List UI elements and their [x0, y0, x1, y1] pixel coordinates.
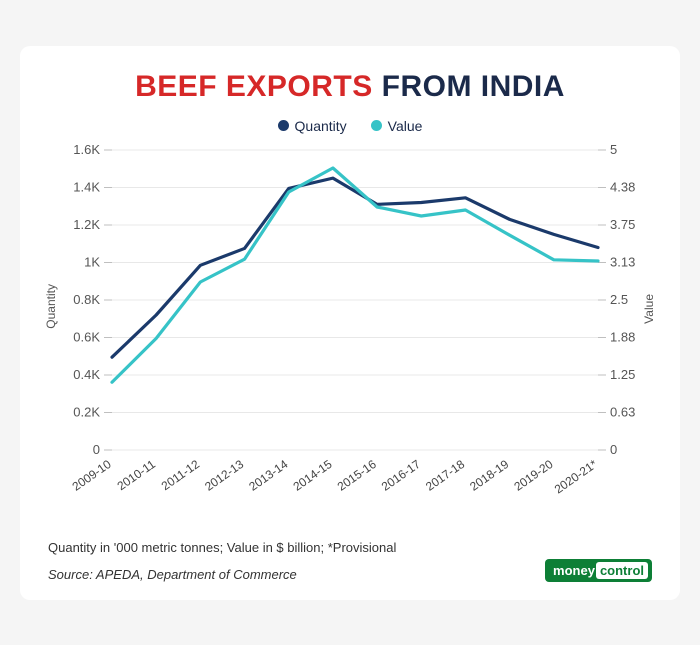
svg-text:1.2K: 1.2K [73, 217, 100, 232]
svg-text:2020-21*: 2020-21* [552, 456, 600, 496]
legend-label-quantity: Quantity [295, 118, 347, 134]
svg-text:3.13: 3.13 [610, 254, 635, 269]
legend-item-quantity: Quantity [278, 118, 347, 134]
svg-text:2019-20: 2019-20 [511, 456, 555, 493]
logo-text-1: money [553, 563, 595, 578]
svg-text:0.8K: 0.8K [73, 292, 100, 307]
svg-text:1.25: 1.25 [610, 367, 635, 382]
svg-text:4.38: 4.38 [610, 179, 635, 194]
svg-text:2011-12: 2011-12 [159, 456, 203, 492]
svg-text:2009-10: 2009-10 [70, 456, 114, 493]
svg-text:2015-16: 2015-16 [335, 456, 379, 493]
svg-text:2010-11: 2010-11 [115, 456, 159, 492]
publisher-logo: moneycontrol [545, 559, 652, 582]
line-chart-svg: 0 0.2K 0.4K 0.6K 0.8K 1K 1.2K 1.4K 1.6K 0 0.63 1.25… [48, 144, 652, 524]
svg-text:1.4K: 1.4K [73, 179, 100, 194]
legend-dot-quantity [278, 120, 289, 131]
svg-text:2017-18: 2017-18 [423, 456, 467, 493]
legend-dot-value [371, 120, 382, 131]
svg-text:2.5: 2.5 [610, 292, 628, 307]
svg-text:2016-17: 2016-17 [379, 456, 423, 493]
svg-text:0.2K: 0.2K [73, 404, 100, 419]
svg-text:5: 5 [610, 144, 617, 157]
legend-item-value: Value [371, 118, 423, 134]
chart-area: Quantity Value 00.2K0.4K0.6K0.8K1K1.2K1.… [48, 144, 652, 524]
svg-text:0: 0 [610, 442, 617, 457]
chart-note: Quantity in '000 metric tonnes; Value in… [48, 540, 652, 555]
svg-text:2013-14: 2013-14 [246, 456, 290, 493]
title-accent: BEEF EXPORTS [135, 70, 373, 103]
y-axis-label-right: Value [642, 294, 656, 324]
logo-text-2: control [596, 562, 648, 579]
svg-text:0: 0 [93, 442, 100, 457]
title-dark: FROM INDIA [373, 70, 565, 103]
svg-text:1K: 1K [84, 254, 100, 269]
svg-text:0.6K: 0.6K [73, 329, 100, 344]
y-axis-label-left: Quantity [44, 284, 58, 329]
svg-text:0.63: 0.63 [610, 404, 635, 419]
chart-title: BEEF EXPORTS FROM INDIA [48, 70, 652, 104]
legend: Quantity Value [48, 118, 652, 134]
svg-text:2014-15: 2014-15 [291, 456, 335, 493]
svg-text:1.6K: 1.6K [73, 144, 100, 157]
svg-text:2012-13: 2012-13 [202, 456, 246, 493]
chart-card: BEEF EXPORTS FROM INDIA Quantity Value Q… [20, 46, 680, 600]
svg-text:0.4K: 0.4K [73, 367, 100, 382]
svg-text:3.75: 3.75 [610, 217, 635, 232]
legend-label-value: Value [388, 118, 423, 134]
svg-text:2018-19: 2018-19 [467, 456, 511, 493]
svg-text:1.88: 1.88 [610, 329, 635, 344]
